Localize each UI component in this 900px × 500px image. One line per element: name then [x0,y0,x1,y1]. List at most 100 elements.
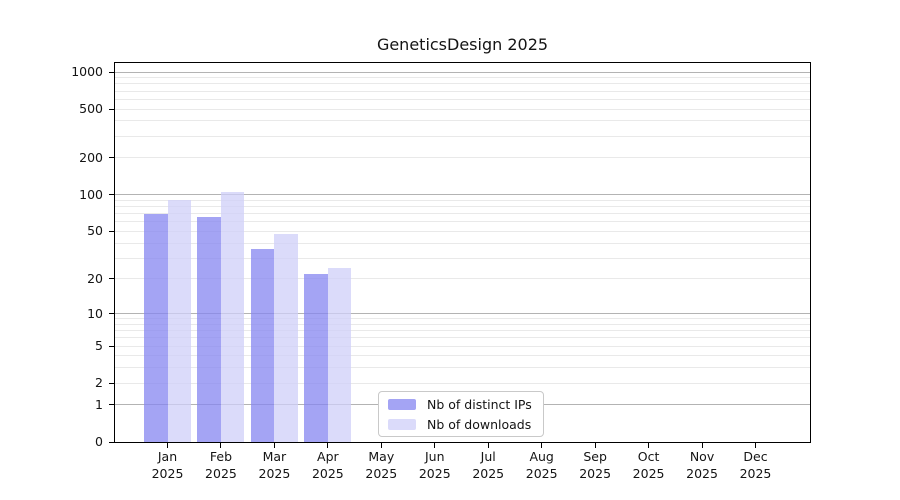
y-tick-mark [109,278,114,280]
x-tick-label: Jan 2025 [136,449,200,482]
grid-line [115,382,810,384]
x-tick-year: 2025 [579,465,612,481]
grid-line [115,98,810,100]
x-tick-year: 2025 [632,465,665,481]
x-tick-year: 2025 [151,465,184,481]
x-tick-year: 2025 [686,465,718,481]
grid-line [115,337,810,339]
x-tick-mark [487,443,489,448]
bar-mar-distinct-ips [250,248,275,442]
grid-line [115,206,810,208]
y-tick-mark [109,157,114,159]
x-tick-month: Dec [743,449,768,464]
x-tick-mark [754,443,756,448]
y-tick-label: 5 [95,338,103,354]
legend: Nb of distinct IPs Nb of downloads [378,391,544,437]
y-tick-label: 2 [95,375,103,391]
legend-row: Nb of distinct IPs [388,397,534,412]
x-tick-month: Oct [637,449,660,464]
x-tick-mark [167,443,168,448]
y-tick-label: 100 [79,186,103,202]
x-tick-month: Feb [209,449,233,464]
x-tick-month: Mar [262,449,287,464]
y-tick-mark [109,382,114,384]
grid-line [115,242,810,244]
x-tick-label: Oct 2025 [617,449,681,482]
grid-line [115,278,810,280]
grid-line [115,323,810,325]
x-tick-month: Nov [689,449,715,464]
grid-line [115,257,810,259]
bar-apr-distinct-ips [304,274,328,442]
legend-swatch [388,398,416,410]
x-tick-month: Aug [529,449,554,464]
x-tick-month: Jul [480,449,496,464]
grid-line [115,355,810,357]
x-tick-mark [701,443,703,448]
y-tick-mark [109,71,114,73]
x-tick-year: 2025 [472,465,505,481]
x-tick-label: Sep 2025 [563,449,627,482]
grid-line [115,135,810,137]
y-tick-mark [109,313,114,315]
y-tick-mark [109,108,114,110]
grid-line [115,330,810,332]
grid-line [115,71,810,73]
x-tick-year: 2025 [205,465,237,481]
x-tick-mark [434,443,436,448]
grid-line [115,199,810,201]
y-tick-label: 0 [95,434,103,449]
bar-feb-downloads [220,192,245,442]
legend-row: Nb of downloads [388,417,534,432]
x-tick-mark [648,443,650,448]
x-tick-mark [220,443,222,448]
y-tick-label: 20 [87,270,103,286]
grid-line [115,120,810,122]
x-tick-month: May [368,449,395,464]
bar-jan-downloads [167,200,191,442]
x-tick-year: 2025 [311,465,344,481]
x-tick-label: Mar 2025 [242,449,306,482]
x-tick-mark [380,443,382,448]
x-tick-label: Apr 2025 [296,449,360,482]
x-tick-label: Aug 2025 [510,449,574,482]
bar-mar-downloads [274,233,298,442]
bar-apr-downloads [327,267,352,442]
grid-line [115,108,810,110]
legend-label: Nb of downloads [427,416,532,432]
x-tick-label: Feb 2025 [189,449,253,482]
y-tick-label: 1000 [71,64,103,79]
x-tick-mark [594,443,596,448]
y-tick-mark [109,404,114,406]
legend-label: Nb of distinct IPs [427,396,532,412]
grid-line [115,367,810,369]
x-tick-month: Apr [317,449,339,464]
y-tick-label: 500 [79,101,103,117]
y-tick-label: 200 [79,149,103,165]
grid-line [115,77,810,79]
grid-line [115,213,810,215]
chart-title: GeneticsDesign 2025 [376,35,549,54]
y-tick-mark [109,345,114,347]
x-tick-year: 2025 [525,465,558,481]
y-tick-mark [109,441,114,443]
x-tick-label: Dec 2025 [723,449,787,482]
x-tick-month: Sep [583,449,607,464]
y-tick-label: 50 [87,223,103,239]
y-tick-mark [109,194,114,196]
x-tick-month: Jun [425,449,445,464]
x-tick-label: May 2025 [349,449,413,482]
y-tick-label: 1 [95,396,103,412]
x-tick-label: Jul 2025 [456,449,520,482]
x-tick-label: Jun 2025 [403,449,467,482]
x-tick-label: Nov 2025 [670,449,734,482]
grid-line [115,345,810,347]
x-tick-year: 2025 [365,465,398,481]
plot-area [114,62,811,443]
x-tick-year: 2025 [739,465,772,481]
x-tick-mark [327,443,329,448]
y-tick-mark [109,230,114,232]
bar-feb-distinct-ips [197,216,221,442]
x-tick-mark [273,443,275,448]
